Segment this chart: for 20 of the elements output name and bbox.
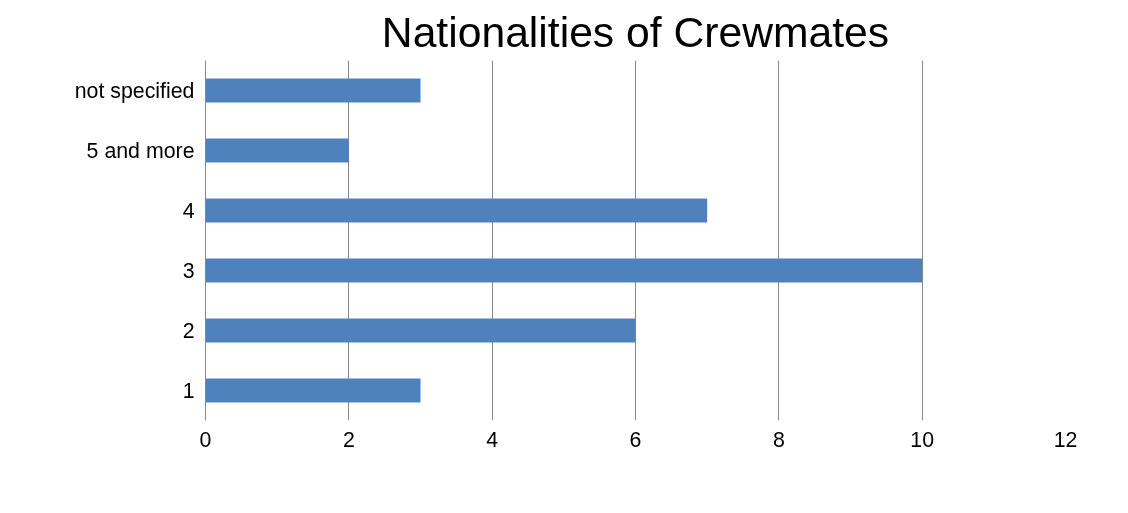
x-tick-label: 12 — [1053, 427, 1078, 452]
x-tick-label: 4 — [486, 427, 499, 452]
y-tick-label: 4 — [182, 198, 195, 223]
bar — [205, 318, 636, 343]
y-tick-label: 2 — [182, 318, 195, 343]
bar — [205, 78, 421, 103]
y-tick-label: 1 — [182, 378, 195, 403]
y-tick-label: not specified — [74, 78, 195, 103]
y-tick-label: 5 and more — [86, 138, 195, 163]
x-tick-label: 10 — [910, 427, 935, 452]
y-tick-label: 3 — [182, 258, 195, 283]
bar — [205, 258, 923, 283]
bar — [205, 138, 349, 163]
x-tick-label: 0 — [199, 427, 212, 452]
bar — [205, 378, 421, 403]
x-tick-label: 2 — [342, 427, 355, 452]
x-tick-label: 6 — [629, 427, 642, 452]
bar — [205, 198, 708, 223]
x-tick-label: 8 — [772, 427, 785, 452]
chart-title: Nationalities of Crewmates — [381, 7, 890, 56]
